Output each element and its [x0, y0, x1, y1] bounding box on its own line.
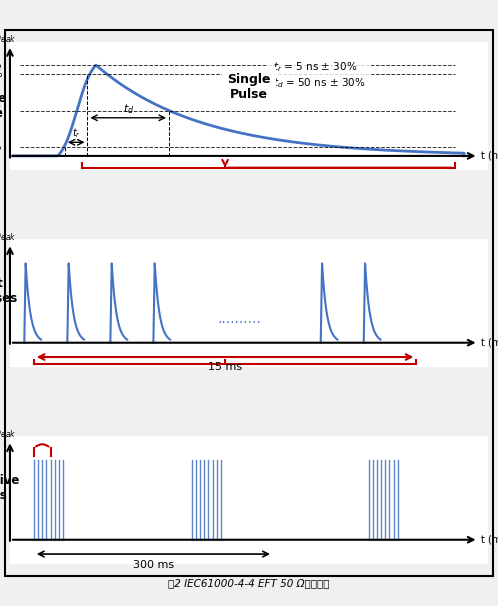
Text: Single
Pulse: Single Pulse: [227, 73, 271, 101]
Text: Single
Pulse: Single Pulse: [0, 92, 6, 120]
Text: t (ms): t (ms): [481, 534, 498, 545]
Text: 90%: 90%: [0, 69, 3, 79]
Text: 图2 IEC61000-4-4 EFT 50 Ω负载波形: 图2 IEC61000-4-4 EFT 50 Ω负载波形: [168, 578, 330, 588]
Text: t (ms): t (ms): [481, 338, 498, 348]
Text: ..........: ..........: [218, 312, 261, 326]
Text: 15 ms: 15 ms: [208, 362, 242, 372]
Text: 10%: 10%: [0, 142, 3, 152]
Text: $V_{Peak}$: $V_{Peak}$: [0, 427, 17, 441]
Text: Repetitive
Bursts: Repetitive Bursts: [0, 474, 20, 502]
Text: t (ns): t (ns): [481, 151, 498, 161]
Text: 50%: 50%: [0, 105, 3, 116]
Text: 300 ms: 300 ms: [133, 559, 174, 570]
Text: $t_d$: $t_d$: [123, 102, 134, 116]
Text: $t_r$: $t_r$: [72, 126, 81, 139]
Text: $V_{Peak}$: $V_{Peak}$: [0, 32, 17, 45]
Text: Burst
Of Pulses: Burst Of Pulses: [0, 277, 17, 305]
Text: $t_r$ = 5 ns ± 30%
$t_d$ = 50 ns ± 30%: $t_r$ = 5 ns ± 30% $t_d$ = 50 ns ± 30%: [273, 61, 366, 90]
Text: $V_{Peak}$: $V_{Peak}$: [0, 230, 17, 244]
Text: 100%: 100%: [0, 60, 3, 70]
